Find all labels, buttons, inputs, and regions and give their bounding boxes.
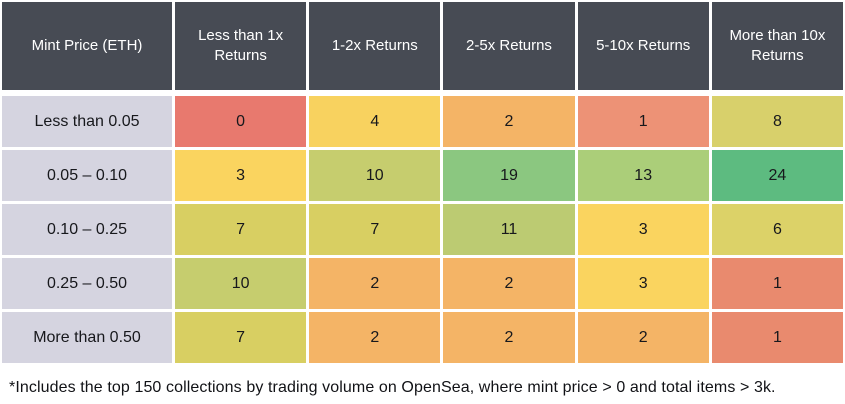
- heatmap-cell: 8: [711, 96, 843, 147]
- heatmap-cell: 7: [175, 204, 307, 255]
- heatmap-cell: 2: [309, 258, 441, 309]
- heatmap-cell: 24: [711, 150, 843, 201]
- row-label: More than 0.50: [2, 312, 172, 363]
- heatmap-cell: 2: [443, 258, 575, 309]
- header-1-2x: 1-2x Returns: [309, 2, 441, 90]
- heatmap-cell: 3: [577, 204, 709, 255]
- footnote: *Includes the top 150 collections by tra…: [9, 379, 776, 396]
- heatmap-cell: 13: [577, 150, 709, 201]
- row-label: 0.25 – 0.50: [2, 258, 172, 309]
- table-body: Less than 0.05 0 4 2 1 8 0.05 – 0.10 3 1…: [2, 96, 843, 363]
- row-label: Less than 0.05: [2, 96, 172, 147]
- header-mint-price: Mint Price (ETH): [2, 2, 172, 90]
- heatmap-cell: 1: [711, 258, 843, 309]
- heatmap-cell: 10: [175, 258, 307, 309]
- heatmap-cell: 10: [309, 150, 441, 201]
- header-2-5x: 2-5x Returns: [443, 2, 575, 90]
- heatmap-cell: 6: [711, 204, 843, 255]
- heatmap-cell: 7: [175, 312, 307, 363]
- heatmap-cell: 7: [309, 204, 441, 255]
- header-more-than-10x: More than 10x Returns: [711, 2, 843, 90]
- header-5-10x: 5-10x Returns: [577, 2, 709, 90]
- heatmap-cell: 1: [577, 96, 709, 147]
- heatmap-cell: 4: [309, 96, 441, 147]
- heatmap-cell: 3: [577, 258, 709, 309]
- row-label: 0.10 – 0.25: [2, 204, 172, 255]
- heatmap-cell: 2: [577, 312, 709, 363]
- table-header-row: Mint Price (ETH) Less than 1x Returns 1-…: [2, 2, 843, 90]
- heatmap-cell: 1: [711, 312, 843, 363]
- heatmap-cell: 2: [309, 312, 441, 363]
- heatmap-cell: 2: [443, 312, 575, 363]
- heatmap-cell: 11: [443, 204, 575, 255]
- header-less-than-1x: Less than 1x Returns: [175, 2, 307, 90]
- heatmap-cell: 3: [175, 150, 307, 201]
- row-label: 0.05 – 0.10: [2, 150, 172, 201]
- heatmap-cell: 2: [443, 96, 575, 147]
- heatmap-cell: 19: [443, 150, 575, 201]
- heatmap-cell: 0: [175, 96, 307, 147]
